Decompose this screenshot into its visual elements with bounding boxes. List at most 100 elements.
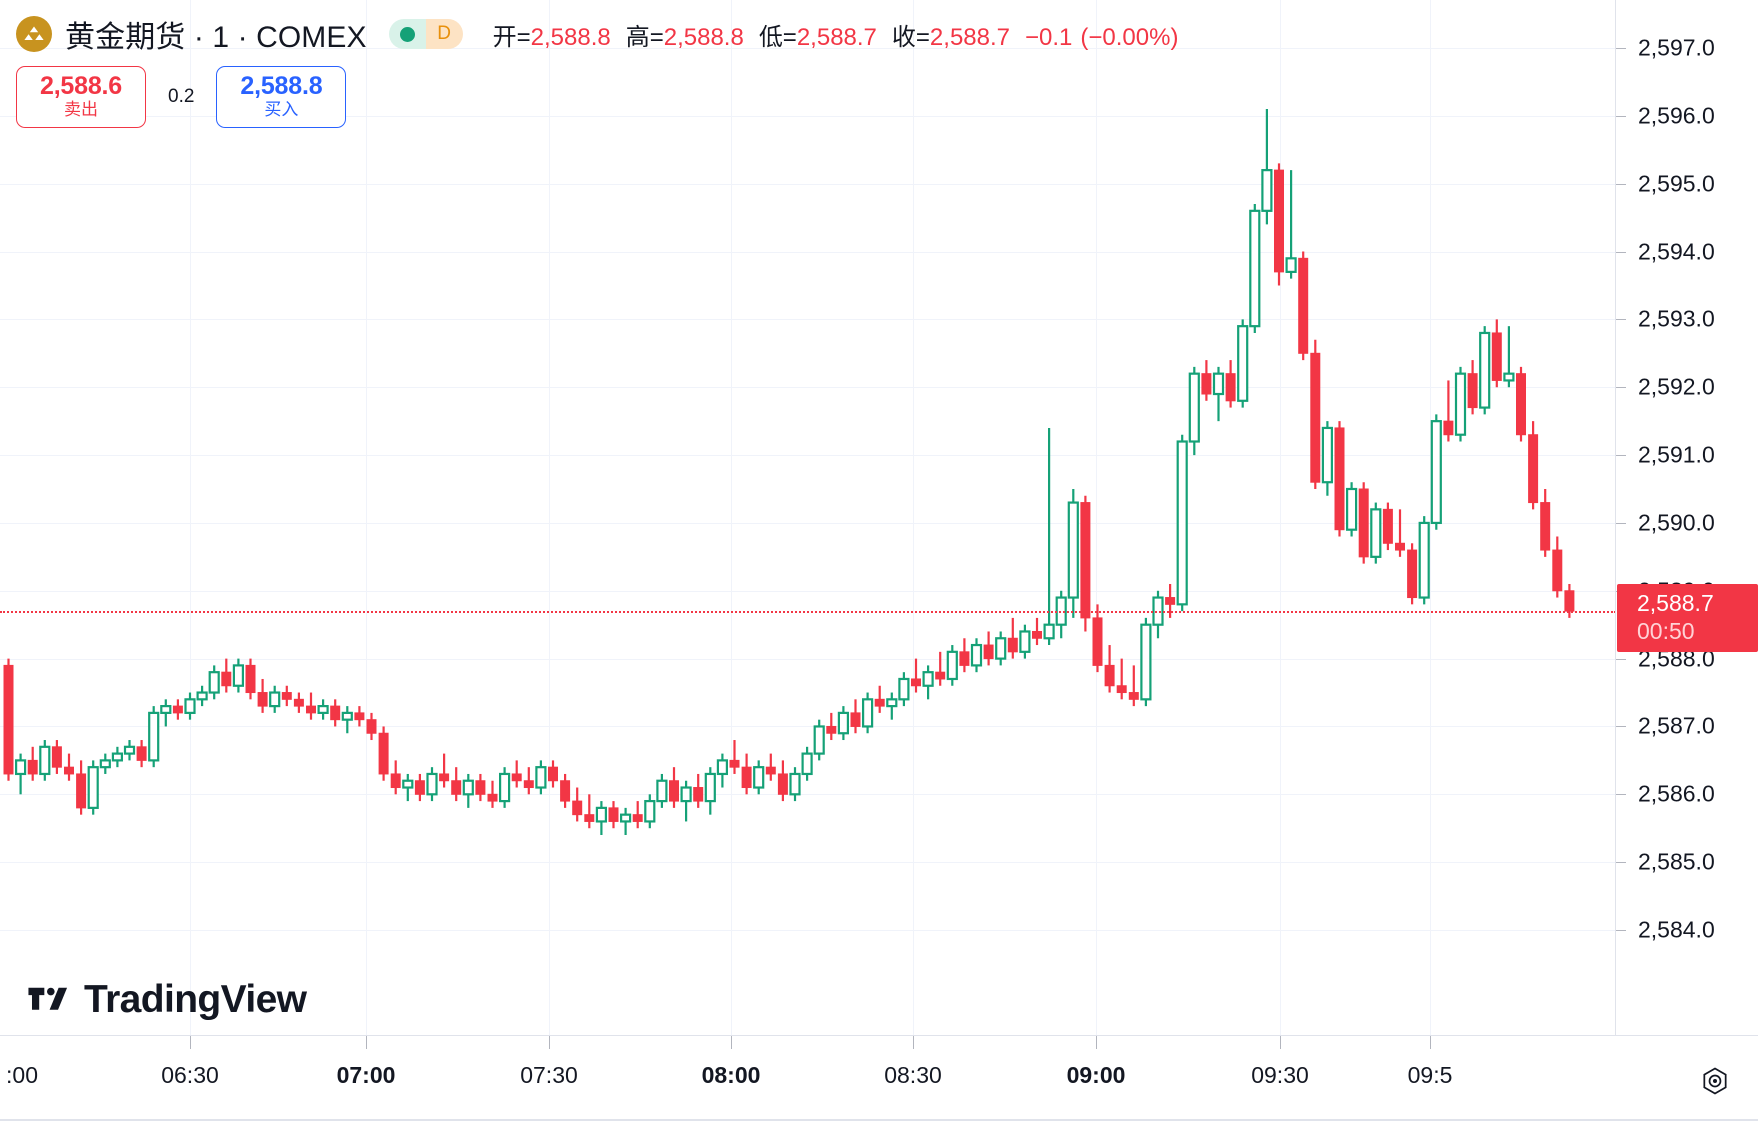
ohlc-values: 开=2,588.8 高=2,588.8 低=2,588.7 收=2,588.7 −0.1…	[493, 17, 1187, 52]
candle-31	[378, 726, 389, 781]
candle-50	[608, 801, 619, 829]
candle-38	[462, 773, 474, 808]
current-price-value: 2,588.7	[1637, 590, 1714, 617]
buy-label: 买入	[264, 100, 299, 119]
price-tick-mark-10	[1616, 726, 1626, 728]
buy-quote-button[interactable]: 2,588.8 买入	[216, 66, 347, 128]
candle-63	[765, 753, 776, 781]
candle-55	[669, 767, 679, 808]
time-axis-label-6: 09:00	[1066, 1062, 1126, 1088]
candle-3	[39, 740, 51, 781]
grid-line-v-8	[1430, 0, 1431, 1035]
ohlc-item-1: 高=2,588.8	[626, 17, 744, 52]
time-axis-label-4: 08:00	[701, 1062, 761, 1088]
sell-quote-button[interactable]: 2,588.6 卖出	[16, 66, 146, 128]
candle-97	[1176, 434, 1188, 612]
ohlc-item-0: 开=2,588.8	[493, 17, 611, 52]
grid-line-h-3	[0, 251, 1616, 253]
price-tick-mark-11	[1616, 794, 1626, 796]
candle-88	[1067, 489, 1079, 618]
price-axis-label-2: 2,595.0	[1638, 170, 1715, 197]
grid-line-v-1	[190, 0, 191, 1035]
candle-60	[729, 740, 740, 774]
session-label: D	[425, 19, 463, 49]
time-tick-mark-6	[1096, 1036, 1097, 1049]
candle-77	[935, 651, 946, 686]
buy-price: 2,588.8	[240, 72, 323, 100]
candle-43	[523, 767, 534, 795]
candle-64	[777, 760, 788, 802]
candle-112	[1358, 482, 1369, 564]
tradingview-watermark: TradingView	[26, 978, 307, 1022]
candle-127	[1540, 489, 1551, 557]
candle-20	[245, 658, 256, 700]
candle-41	[499, 767, 511, 808]
price-axis-label-4: 2,593.0	[1638, 305, 1715, 332]
bid-ask-row[interactable]: 2,588.6 卖出 0.2 2,588.8 买入	[16, 66, 347, 128]
grid-line-h-2	[0, 183, 1616, 185]
candle-81	[983, 631, 994, 666]
grid-line-v-2	[366, 0, 367, 1035]
candle-70	[850, 699, 861, 734]
grid-line-v-6	[1096, 0, 1097, 1035]
time-tick-mark-5	[913, 1036, 914, 1049]
price-axis-label-13: 2,584.0	[1638, 916, 1715, 943]
price-axis-tick-13	[1616, 930, 1758, 931]
time-tick-mark-2	[366, 1036, 367, 1049]
candle-25	[306, 692, 316, 720]
candle-51	[619, 807, 632, 836]
candle-76	[922, 665, 934, 700]
candle-4	[51, 740, 62, 774]
candle-80	[970, 638, 983, 673]
candle-128	[1552, 536, 1563, 598]
reset-chart-button[interactable]	[1698, 1064, 1732, 1098]
price-axis-label-7: 2,590.0	[1638, 509, 1715, 536]
time-tick-mark-7	[1280, 1036, 1281, 1049]
price-axis-tick-2	[1616, 183, 1758, 185]
candle-14	[172, 699, 183, 720]
candle-102	[1237, 319, 1249, 408]
candle-95	[1152, 590, 1164, 639]
grid-line-v-7	[1280, 0, 1281, 1035]
candle-105	[1274, 163, 1284, 286]
sell-label: 卖出	[64, 100, 98, 119]
tradingview-watermark-text: TradingView	[84, 978, 307, 1021]
candle-62	[753, 760, 765, 795]
price-axis-tick-3	[1616, 251, 1758, 253]
candle-49	[595, 801, 608, 836]
candle-33	[402, 773, 414, 802]
time-axis[interactable]: :00 06:30 07:00 07:30 08:00 08:30 09:00 09:30 09…	[0, 1035, 1758, 1121]
ohlc-value-1: 2,588.8	[663, 23, 744, 51]
time-axis-label-8: 09:5	[1407, 1062, 1453, 1088]
grid-line-h-8	[0, 590, 1616, 592]
candle-10	[123, 740, 136, 761]
grid-line-h-11	[0, 794, 1616, 796]
session-status-badge[interactable]: D	[388, 19, 463, 49]
candle-107	[1298, 251, 1309, 361]
candle-44	[535, 760, 547, 795]
price-axis-tick-10	[1616, 726, 1758, 728]
candle-98	[1188, 366, 1200, 456]
candle-56	[680, 780, 692, 822]
bar-countdown: 00:50	[1637, 618, 1695, 645]
candle-26	[317, 699, 329, 720]
market-open-dot-wrap	[388, 19, 426, 49]
candle-79	[959, 638, 970, 673]
chart-pane[interactable]: TradingView	[0, 0, 1616, 1035]
candle-57	[693, 773, 704, 808]
candle-71	[861, 692, 874, 734]
symbol-legend[interactable]: 黄金期货 · 1 · COMEX D 开=2,588.8 高=2,588.8 低=2…	[16, 14, 1186, 54]
candle-8	[99, 753, 111, 774]
price-tick-mark-6	[1616, 455, 1626, 457]
ohlc-value-2: 2,588.7	[796, 23, 877, 51]
candle-125	[1516, 366, 1526, 442]
candle-61	[741, 753, 752, 795]
candlestick-series	[3, 109, 1575, 836]
candle-58	[704, 767, 716, 815]
candle-99	[1201, 360, 1212, 401]
symbol-title[interactable]: 黄金期货 · 1 · COMEX	[65, 21, 367, 54]
time-axis-label-0: :00	[6, 1062, 38, 1088]
price-axis[interactable]: 2,588.7 00:50 2,597.0 2,596.0 2,595.0 2,594…	[1615, 0, 1758, 1035]
candle-66	[801, 746, 813, 781]
candle-7	[87, 760, 99, 815]
